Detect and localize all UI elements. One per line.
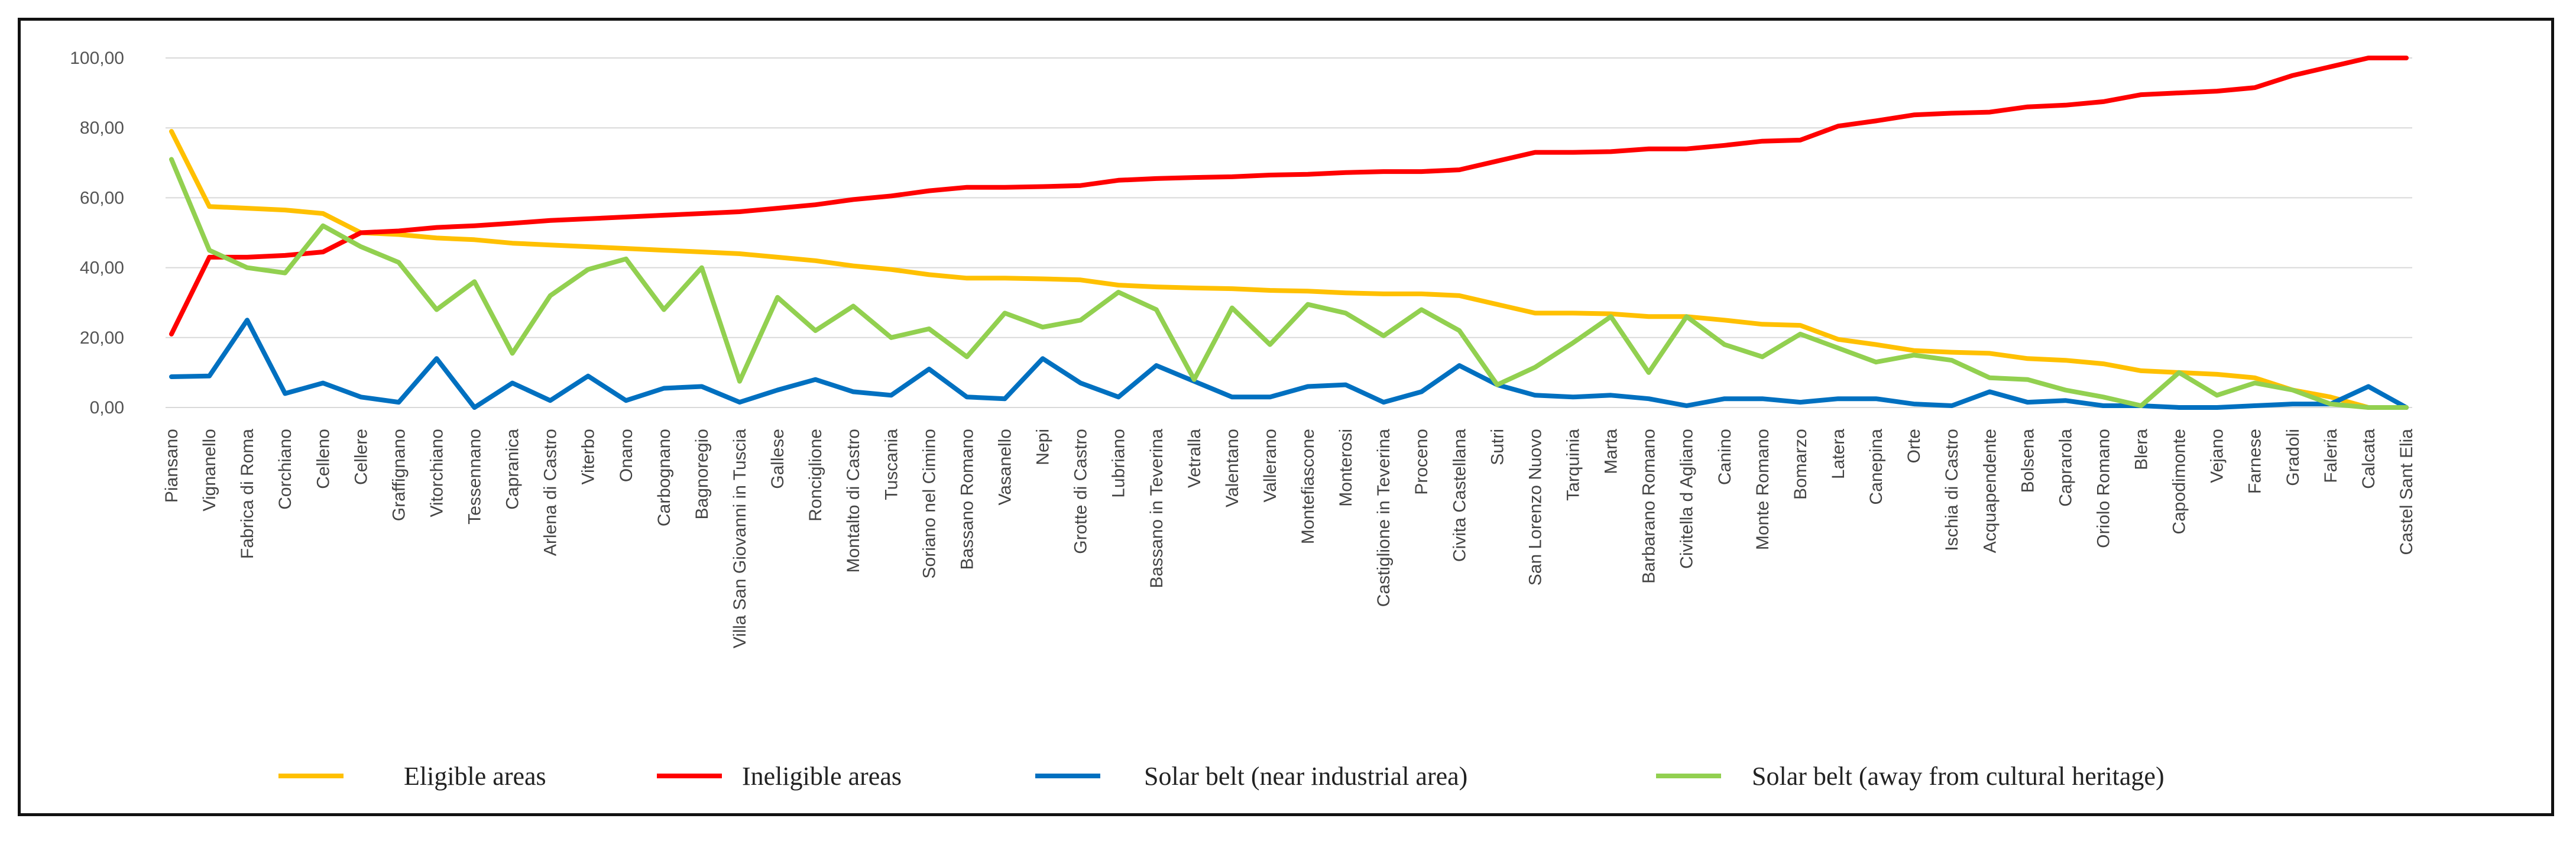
x-category-label: Graffignano: [389, 429, 409, 521]
x-category-label: Vetralla: [1185, 429, 1204, 488]
y-tick-label: 100,00: [70, 48, 124, 68]
series-lines: [169, 56, 2409, 410]
x-category-label: Faleria: [2321, 429, 2341, 483]
x-category-label: Celleno: [313, 429, 333, 489]
x-category-label: Gradoli: [2283, 429, 2303, 486]
x-category-label: Tessennano: [465, 429, 485, 525]
x-category-label: Acquapendente: [1980, 429, 2000, 553]
y-tick-label: 0,00: [90, 398, 124, 418]
x-category-label: Oriolo Romano: [2094, 429, 2113, 548]
x-category-label: Montefiascone: [1298, 429, 1318, 544]
x-category-label: Grotte di Castro: [1071, 429, 1091, 554]
y-tick-label: 20,00: [80, 328, 124, 348]
series-ineligible-areas: [169, 56, 2409, 337]
series-line-solar-belt-away-from-cultural-heritage: [169, 157, 2409, 410]
x-category-label: Nepi: [1033, 429, 1053, 465]
series-line-solar-belt-near-industrial-area: [169, 318, 2409, 410]
series-solar-belt-away-from-cultural-heritage: [169, 157, 2409, 410]
x-category-label: Vasanello: [995, 429, 1015, 506]
x-category-label: Tuscania: [882, 429, 901, 500]
chart-frame: 0,00 20,00 40,00 60,00 80,00 100,00 Piansano V…: [18, 18, 2554, 816]
x-category-label: Montalto di Castro: [844, 429, 863, 572]
x-category-label: Lubriano: [1109, 429, 1129, 498]
x-category-label: San Lorenzo Nuovo: [1525, 429, 1545, 586]
x-category-label: Latera: [1829, 429, 1848, 479]
x-category-label: Cellere: [351, 429, 371, 485]
x-category-label: Gallese: [768, 429, 788, 489]
y-tick-label: 60,00: [80, 188, 124, 208]
x-category-label: Carbognano: [654, 429, 674, 526]
x-category-label: Barbarano Romano: [1639, 429, 1659, 584]
x-category-label: Sutri: [1488, 429, 1507, 465]
x-category-label: Arlena di Castro: [541, 429, 560, 556]
y-tick-label: 80,00: [80, 118, 124, 138]
series-solar-belt-near-industrial-area: [169, 318, 2409, 410]
legend-label-solar-belt-cultural: Solar belt (away from cultural heritage): [1752, 762, 2165, 791]
legend: Eligible areas Ineligible areas Solar be…: [278, 762, 2165, 791]
x-category-label: Monte Romano: [1753, 429, 1773, 550]
x-category-label: Orte: [1904, 429, 1924, 463]
y-tick-label: 40,00: [80, 258, 124, 278]
x-category-label: Piansano: [162, 429, 182, 503]
x-category-label: Calcata: [2359, 429, 2379, 489]
series-line-ineligible-areas: [169, 56, 2409, 337]
legend-label-solar-belt-industrial: Solar belt (near industrial area): [1144, 762, 1467, 791]
legend-item-solar-belt-industrial: Solar belt (near industrial area): [1035, 762, 1467, 791]
x-category-label: Bassano Romano: [957, 429, 977, 570]
x-category-label: Vallerano: [1261, 429, 1280, 503]
line-chart: 0,00 20,00 40,00 60,00 80,00 100,00 Piansano V…: [70, 48, 2416, 791]
x-category-label: Soriano nel Cimino: [919, 429, 939, 578]
x-category-label: Castiglione in Teverina: [1374, 429, 1394, 607]
series-line-eligible-areas: [169, 129, 2409, 410]
x-category-label: Tarquinia: [1564, 429, 1583, 501]
x-category-label: Ronciglione: [806, 429, 825, 522]
series-eligible-areas: [169, 129, 2409, 410]
legend-item-ineligible-areas: Ineligible areas: [657, 762, 902, 791]
legend-label-ineligible-areas: Ineligible areas: [742, 762, 902, 791]
x-category-label: Marta: [1602, 429, 1621, 474]
x-category-label: Capodimonte: [2170, 429, 2189, 534]
x-category-label: Canino: [1715, 429, 1735, 485]
x-category-label: Bomarzo: [1791, 429, 1810, 500]
x-category-label: Ischia di Castro: [1942, 429, 1962, 551]
x-category-label: Proceno: [1412, 429, 1431, 495]
x-category-label: Castel Sant Elia: [2397, 429, 2416, 555]
x-category-label: Caprarola: [2056, 429, 2075, 507]
x-category-label: Farnese: [2246, 429, 2265, 494]
x-category-label: Viterbo: [579, 429, 598, 485]
x-category-label: Civita Castellana: [1450, 429, 1469, 562]
gridlines: [166, 57, 2412, 408]
x-category-label: Valentano: [1223, 429, 1242, 507]
legend-label-eligible-areas: Eligible areas: [404, 762, 546, 791]
x-category-label: Villa San Giovanni in Tuscia: [730, 429, 750, 649]
legend-item-eligible-areas: Eligible areas: [278, 762, 546, 791]
x-category-label: Monterosi: [1336, 429, 1356, 507]
legend-item-solar-belt-cultural: Solar belt (away from cultural heritage): [1656, 762, 2165, 791]
x-category-label: Vejano: [2208, 429, 2227, 483]
x-category-label: Civitella d Agliano: [1677, 429, 1697, 569]
x-category-label: Bolsena: [2018, 429, 2037, 493]
x-category-label: Canepina: [1867, 429, 1886, 505]
x-category-label: Vitorchiano: [427, 429, 446, 517]
x-category-label: Bassano in Teverina: [1147, 429, 1167, 588]
x-category-label: Corchiano: [276, 429, 295, 510]
x-axis-category-labels: Piansano Vignanello Fabrica di Roma Corchia…: [162, 429, 2416, 649]
x-category-label: Vignanello: [200, 429, 219, 512]
x-category-label: Fabrica di Roma: [238, 429, 257, 559]
x-category-label: Bagnoregio: [692, 429, 712, 519]
y-axis-tick-labels: 0,00 20,00 40,00 60,00 80,00 100,00: [70, 48, 124, 418]
x-category-label: Capranica: [503, 429, 523, 510]
x-category-label: Onano: [617, 429, 636, 482]
x-category-label: Blera: [2132, 429, 2151, 470]
